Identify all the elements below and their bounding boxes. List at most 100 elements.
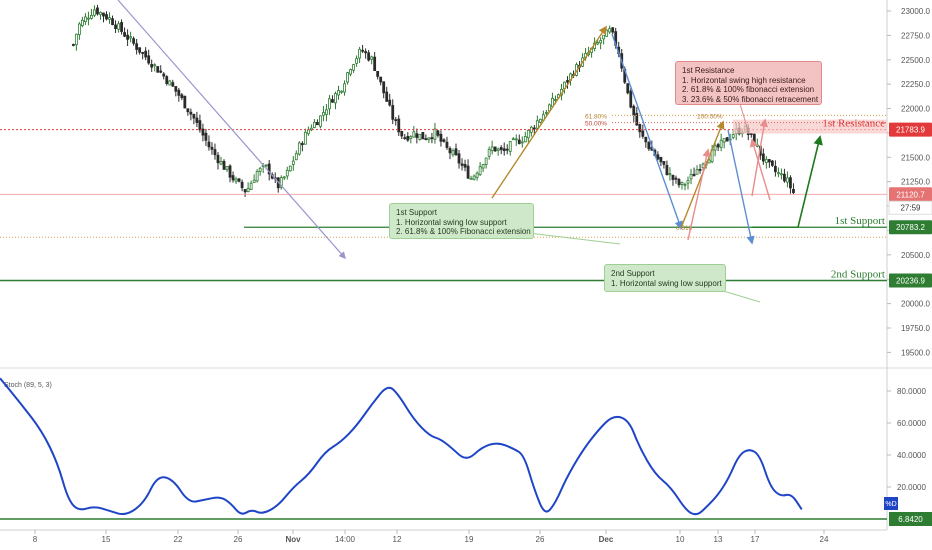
- candle-body: [288, 165, 292, 172]
- candle-body: [415, 133, 419, 138]
- candle-body: [780, 173, 783, 176]
- candle-body: [668, 173, 672, 176]
- candle-body: [632, 105, 636, 116]
- time-tick-label: 8: [33, 535, 38, 544]
- ann-sup1-line: 1st Support: [396, 208, 437, 217]
- stoch-tick-label: 80.0000: [897, 387, 926, 396]
- candle-body: [291, 160, 295, 165]
- candle-body: [382, 81, 386, 94]
- candle-body: [282, 176, 286, 179]
- candle-body: [683, 183, 687, 186]
- candle-body: [165, 76, 169, 84]
- time-tick-label: Nov: [285, 535, 301, 544]
- impulse-up-arrow: [491, 25, 607, 199]
- candle-body: [192, 114, 196, 119]
- candle-body: [207, 141, 211, 148]
- price-tick-label: 22250.0: [901, 80, 930, 89]
- candle-body: [773, 165, 777, 173]
- candle-body: [472, 175, 476, 180]
- candle-body: [496, 148, 500, 151]
- candle-body: [328, 98, 331, 110]
- candle-body: [403, 137, 407, 139]
- stoch-d-line: [0, 377, 803, 516]
- support-2-annotation: 2nd Support 1. Horizontal swing low suppo…: [604, 264, 726, 292]
- price-tick-label: 20500.0: [901, 251, 930, 260]
- candle-body: [716, 144, 720, 148]
- candle-body: [545, 111, 548, 114]
- candle-body: [138, 47, 142, 53]
- candle-body: [674, 177, 678, 180]
- stoch-indicator-label: Stoch (89, 5, 3): [4, 382, 52, 389]
- support-2-price-badge-bg: [889, 273, 932, 288]
- candle-body: [162, 73, 166, 77]
- candle-body: [786, 177, 789, 183]
- support-1-price-badge-bg: [889, 220, 932, 235]
- candle-body: [237, 178, 241, 182]
- candle-body: [535, 120, 539, 129]
- candle-body: [306, 129, 310, 135]
- candle-body: [502, 148, 506, 152]
- candle-body: [626, 83, 630, 94]
- candle-body: [373, 56, 377, 71]
- support-2-price-badge: 20236.9: [896, 277, 925, 286]
- ann-res-line: 1. Horizontal swing high resistance: [682, 75, 806, 85]
- candle-body: [96, 7, 99, 15]
- candle-body: [198, 120, 202, 131]
- candle-body: [141, 52, 145, 54]
- candle-body: [635, 112, 639, 126]
- countdown-badge-bg: [888, 200, 932, 215]
- candle-body: [174, 86, 178, 92]
- candle-body: [168, 80, 172, 86]
- drop-arrow-2: [727, 129, 755, 245]
- candle-body: [361, 49, 365, 52]
- candle-body: [267, 163, 271, 175]
- candle-body: [463, 163, 467, 168]
- candle-body: [526, 129, 530, 139]
- ann-sup1-line: 2. 61.8% & 100% Fibonacci extension: [396, 227, 531, 236]
- candle-body: [554, 99, 557, 101]
- candle-body: [90, 15, 93, 19]
- candle-body: [352, 64, 355, 71]
- candle-body: [789, 177, 792, 189]
- candle-body: [358, 48, 361, 59]
- candle-body: [792, 188, 795, 194]
- candle-body: [520, 141, 524, 144]
- candle-body: [514, 138, 518, 141]
- projection-arrow-2: [751, 118, 769, 197]
- price-tick-label: 20000.0: [901, 300, 930, 309]
- candle-body: [783, 173, 786, 182]
- candle-body: [243, 189, 247, 193]
- price-tick-label: 23000.0: [901, 7, 930, 16]
- candle-body: [159, 70, 163, 73]
- candle-body: [343, 83, 346, 93]
- candle-body: [722, 138, 726, 143]
- candle-body: [499, 147, 503, 151]
- candle-body: [150, 64, 154, 68]
- candle-body: [147, 55, 151, 64]
- candle-body: [608, 28, 612, 33]
- candle-body: [517, 139, 521, 144]
- candle-body: [123, 32, 126, 37]
- candle-body: [767, 159, 771, 163]
- candle-body: [421, 131, 425, 140]
- candle-body: [385, 91, 389, 102]
- candle-body: [312, 122, 316, 129]
- target-arrow: [797, 135, 823, 228]
- price-tick-label: 21250.0: [901, 178, 930, 187]
- candle-body: [246, 188, 250, 193]
- price-tick-label: 19750.0: [901, 324, 930, 333]
- stoch-legend-tag-bg: [884, 497, 898, 510]
- candle-body: [279, 177, 283, 188]
- candle-body: [770, 160, 774, 166]
- candle-body: [713, 145, 717, 151]
- candle-body: [508, 141, 512, 152]
- candle-body: [153, 64, 157, 67]
- candle-body: [189, 111, 193, 115]
- candle-body: [99, 12, 102, 15]
- ann-res-line: 1st Resistance: [682, 66, 735, 75]
- candle-body: [764, 158, 768, 163]
- candle-body: [285, 169, 289, 177]
- candle-body: [228, 165, 232, 178]
- candle-body: [638, 123, 642, 133]
- candle-body: [511, 138, 515, 141]
